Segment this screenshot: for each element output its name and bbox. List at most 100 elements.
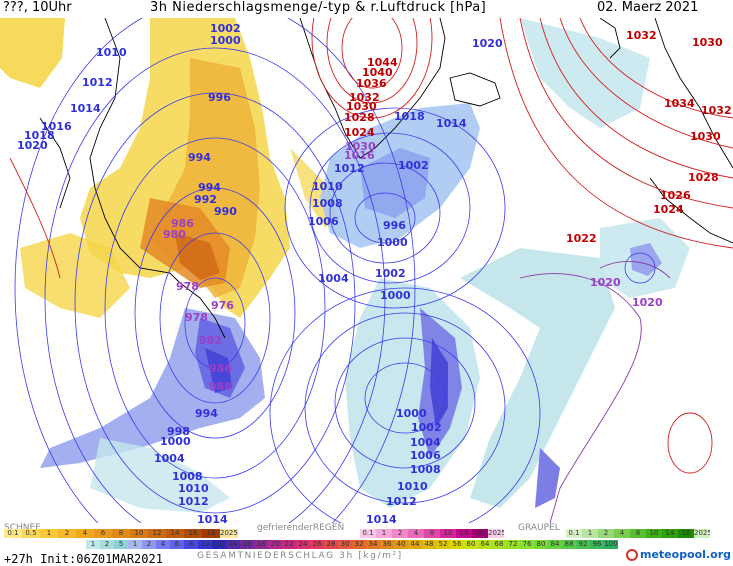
- isobar-label-blue-13: 1018: [394, 110, 425, 123]
- isobar-label-red-15: 1022: [566, 232, 597, 245]
- isobar-label-blue-21: 1000: [377, 236, 408, 249]
- isobar-label-purple-3: 982: [199, 334, 222, 347]
- isobar-label-blue-30: 1010: [178, 482, 209, 495]
- header-left-label: ???, 10Uhr: [3, 0, 72, 15]
- rain-swatch-36: 96: [590, 540, 604, 549]
- freezing-swatch-8: 2025+: [488, 529, 504, 538]
- isobar-label-purple-2: 978: [185, 311, 208, 324]
- isobar-label-blue-37: 1008: [410, 463, 441, 476]
- rain-swatch-18: 30: [338, 540, 352, 549]
- rain-swatch-14: 22: [282, 540, 296, 549]
- freezing-swatch-3: 4: [408, 529, 424, 538]
- rain-swatch-0: 1: [86, 540, 100, 549]
- coastlines: [39, 18, 733, 339]
- snow-swatch-9: 14: [166, 529, 184, 538]
- rain-swatch-35: 92: [576, 540, 590, 549]
- rain-swatch-25: 52: [436, 540, 450, 549]
- isobar-label-blue-25: 994: [195, 407, 218, 420]
- isobar-label-blue-34: 1002: [411, 421, 442, 434]
- isobar-label-blue-2: 1010: [96, 46, 127, 59]
- rain-swatch-24: 48: [422, 540, 436, 549]
- isobar-label-red-3: 1032: [349, 91, 380, 104]
- isobar-label-blue-16: 1010: [312, 180, 343, 193]
- rain-swatch-27: 60: [464, 540, 478, 549]
- isobar-label-blue-41: 1020: [472, 37, 503, 50]
- graupel-swatch-1: 1: [582, 529, 598, 538]
- isobar-label-blue-3: 1012: [82, 76, 113, 89]
- isobar-label-blue-11: 992: [194, 193, 217, 206]
- isobar-label-red-1: 1040: [362, 66, 393, 79]
- isobar-label-blue-20: 996: [383, 219, 406, 232]
- isobar-label-blue-32: 1014: [197, 513, 228, 523]
- isobar-label-blue-27: 1000: [160, 435, 191, 448]
- rain-precip-area: [40, 18, 690, 513]
- isobar-label-blue-9: 994: [188, 151, 211, 164]
- freezing-swatch-2: 2: [392, 529, 408, 538]
- isobar-label-blue-14: 1014: [436, 117, 467, 130]
- rain-swatch-5: 4: [156, 540, 170, 549]
- isobar-label-red-14: 1024: [653, 203, 684, 216]
- isobar-label-blue-24: 1000: [380, 289, 411, 302]
- isobar-label-purple-0: 978: [176, 280, 199, 293]
- forecast-init-label: +27h Init:06Z01MAR2021: [4, 552, 163, 566]
- graupel-swatch-5: 10: [646, 529, 662, 538]
- isobar-label-purple-10: 986: [171, 217, 194, 230]
- isobar-label-purple-5: 988: [209, 380, 232, 393]
- isobar-label-red-12: 1028: [688, 171, 719, 184]
- isobar-label-blue-5: 1016: [41, 120, 72, 133]
- rain-swatch-8: 10: [198, 540, 212, 549]
- isobar-label-red-9: 1034: [664, 97, 695, 110]
- isobar-label-purple-9: 1020: [632, 296, 663, 309]
- isobar-label-red-5: 1028: [344, 111, 375, 124]
- isobar-label-blue-26: 998: [167, 425, 190, 438]
- isobar-label-blue-12: 990: [214, 205, 237, 218]
- rain-swatch-4: 2: [142, 540, 156, 549]
- isobar-label-blue-36: 1006: [410, 449, 441, 462]
- graupel-swatch-3: 4: [614, 529, 630, 538]
- isobar-label-red-7: 1032: [626, 29, 657, 42]
- rain-swatch-23: 44: [408, 540, 422, 549]
- isobar-label-red-10: 1032: [701, 104, 732, 117]
- rain-swatch-12: 18: [254, 540, 268, 549]
- isobar-label-blue-6: 1018: [24, 129, 55, 142]
- isobar-label-blue-10: 994: [198, 181, 221, 194]
- isobar-label-red-0: 1044: [367, 56, 398, 69]
- isobar-label-red-11: 1030: [690, 130, 721, 143]
- freezing-rain-legend-label: gefrierenderREGEN: [257, 523, 345, 533]
- rain-swatch-31: 76: [520, 540, 534, 549]
- rain-swatch-29: 68: [492, 540, 506, 549]
- isobar-label-blue-17: 1008: [312, 197, 343, 210]
- isobars-red: [9, 18, 733, 474]
- rain-swatch-1: 2: [100, 540, 114, 549]
- rain-swatch-33: 84: [548, 540, 562, 549]
- isobar-label-purple-7: 1016: [344, 149, 375, 162]
- isobar-label-red-4: 1030: [346, 100, 377, 113]
- isobar-label-purple-8: 1020: [590, 276, 621, 289]
- rain-swatch-17: 28: [324, 540, 338, 549]
- chart-header: ???, 10Uhr 3h Niederschlagsmenge/-typ & …: [0, 0, 733, 18]
- rain-swatch-3: 1: [128, 540, 142, 549]
- graupel-swatch-7: 16: [678, 529, 694, 538]
- rain-swatch-2: 5: [114, 540, 128, 549]
- snow-swatch-11: 18: [202, 529, 220, 538]
- chart-date: 02. Maerz 2021: [597, 0, 699, 15]
- freezing-swatch-6: 14: [456, 529, 472, 538]
- isobar-label-blue-28: 1004: [154, 452, 185, 465]
- rain-swatch-26: 56: [450, 540, 464, 549]
- isobar-label-blue-40: 1014: [366, 513, 397, 523]
- isobar-label-purple-11: 980: [163, 228, 186, 241]
- isobars-purple: [519, 261, 671, 523]
- isobar-label-blue-1: 1000: [210, 34, 241, 47]
- freezing-swatch-0: 0.1: [360, 529, 376, 538]
- total-precip-label: GESAMTNIEDERSCHLAG 3h [kg/m²]: [197, 551, 403, 561]
- isobar-label-blue-39: 1012: [386, 495, 417, 508]
- rain-swatch-19: 32: [352, 540, 366, 549]
- graupel-swatch-8: 2025+: [694, 529, 710, 538]
- isobar-label-blue-8: 996: [208, 91, 231, 104]
- rain-swatch-10: 14: [226, 540, 240, 549]
- rain-swatch-6: 6: [170, 540, 184, 549]
- isobar-label-purple-1: 976: [211, 299, 234, 312]
- rain-swatch-37: 100: [604, 540, 618, 549]
- logo-text: meteopool.org: [640, 548, 731, 561]
